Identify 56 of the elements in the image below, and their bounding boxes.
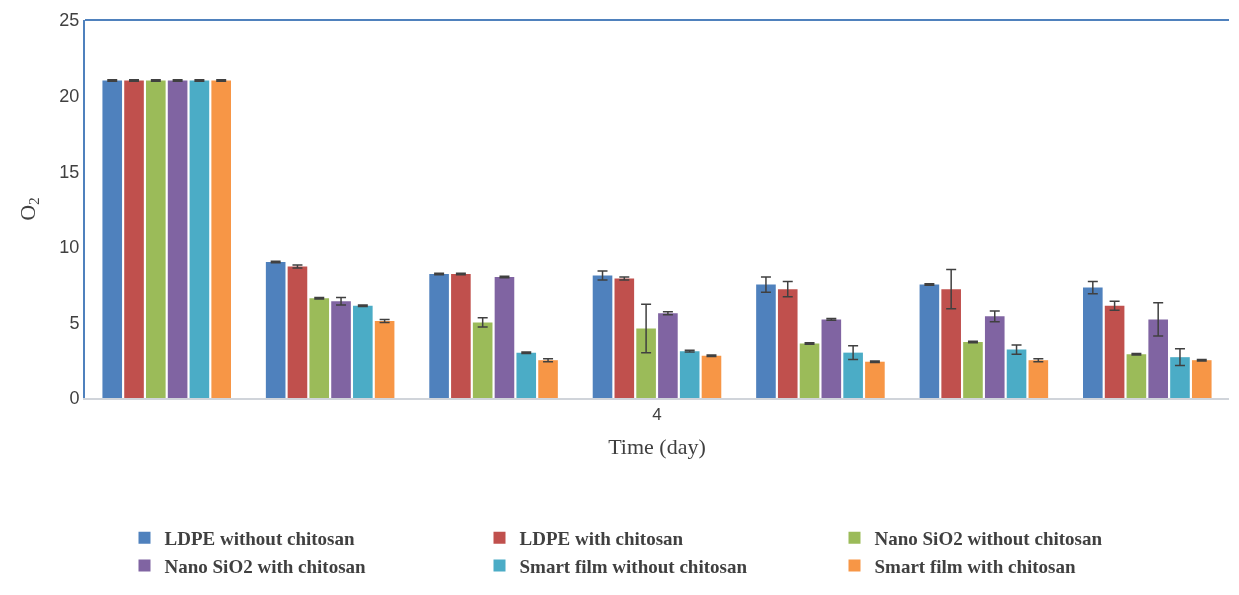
bar — [843, 352, 863, 398]
y-tick-label: 5 — [69, 312, 80, 333]
bar — [211, 80, 231, 398]
y-tick-label: 10 — [59, 237, 80, 258]
bar — [1148, 319, 1168, 398]
bar — [1170, 357, 1190, 398]
bar — [592, 275, 613, 398]
bar — [451, 274, 471, 398]
y-tick-label: 0 — [69, 388, 80, 409]
bar — [941, 289, 961, 398]
bar — [102, 80, 123, 398]
bar — [429, 274, 449, 398]
bar — [636, 328, 656, 398]
bar — [374, 320, 395, 398]
bar — [1126, 354, 1147, 398]
bar — [865, 361, 885, 398]
y-tick-label: 25 — [59, 10, 80, 31]
bar — [701, 355, 722, 398]
bar — [309, 298, 330, 398]
bar — [538, 360, 558, 398]
y-tick-label: 15 — [59, 161, 80, 182]
legend-label: LDPE without chitosan — [164, 528, 355, 550]
legend-label: Smart film without chitosan — [519, 555, 748, 577]
bar — [799, 343, 820, 398]
legend-label: LDPE with chitosan — [519, 528, 684, 550]
y-tick-label: 20 — [59, 85, 80, 106]
bar — [287, 266, 308, 398]
bar — [494, 277, 515, 398]
bar — [265, 261, 286, 398]
x-axis-title: Time (day) — [608, 433, 706, 459]
bar — [124, 80, 144, 398]
bar — [984, 316, 1005, 398]
bar — [1104, 305, 1125, 398]
bar — [167, 80, 188, 398]
bar — [1083, 287, 1103, 398]
bar — [1191, 360, 1212, 398]
bar — [919, 284, 940, 398]
bar — [353, 305, 373, 398]
legend-label: Nano SiO2 without chitosan — [874, 528, 1103, 550]
bar — [658, 313, 678, 398]
bar — [1006, 349, 1027, 398]
bar — [472, 322, 493, 398]
x-tick-label: 4 — [652, 405, 662, 425]
bar — [756, 284, 776, 398]
bar — [1028, 360, 1049, 398]
bar — [777, 289, 798, 398]
bar — [614, 278, 635, 398]
bar — [963, 342, 983, 398]
legend-label: Smart film with chitosan — [874, 555, 1077, 577]
legend-label: Nano SiO2 with chitosan — [164, 555, 367, 577]
bar — [331, 301, 351, 398]
bar — [189, 80, 210, 398]
bar — [821, 319, 842, 398]
bar — [146, 80, 166, 398]
bar — [516, 352, 537, 398]
bar — [679, 351, 700, 398]
